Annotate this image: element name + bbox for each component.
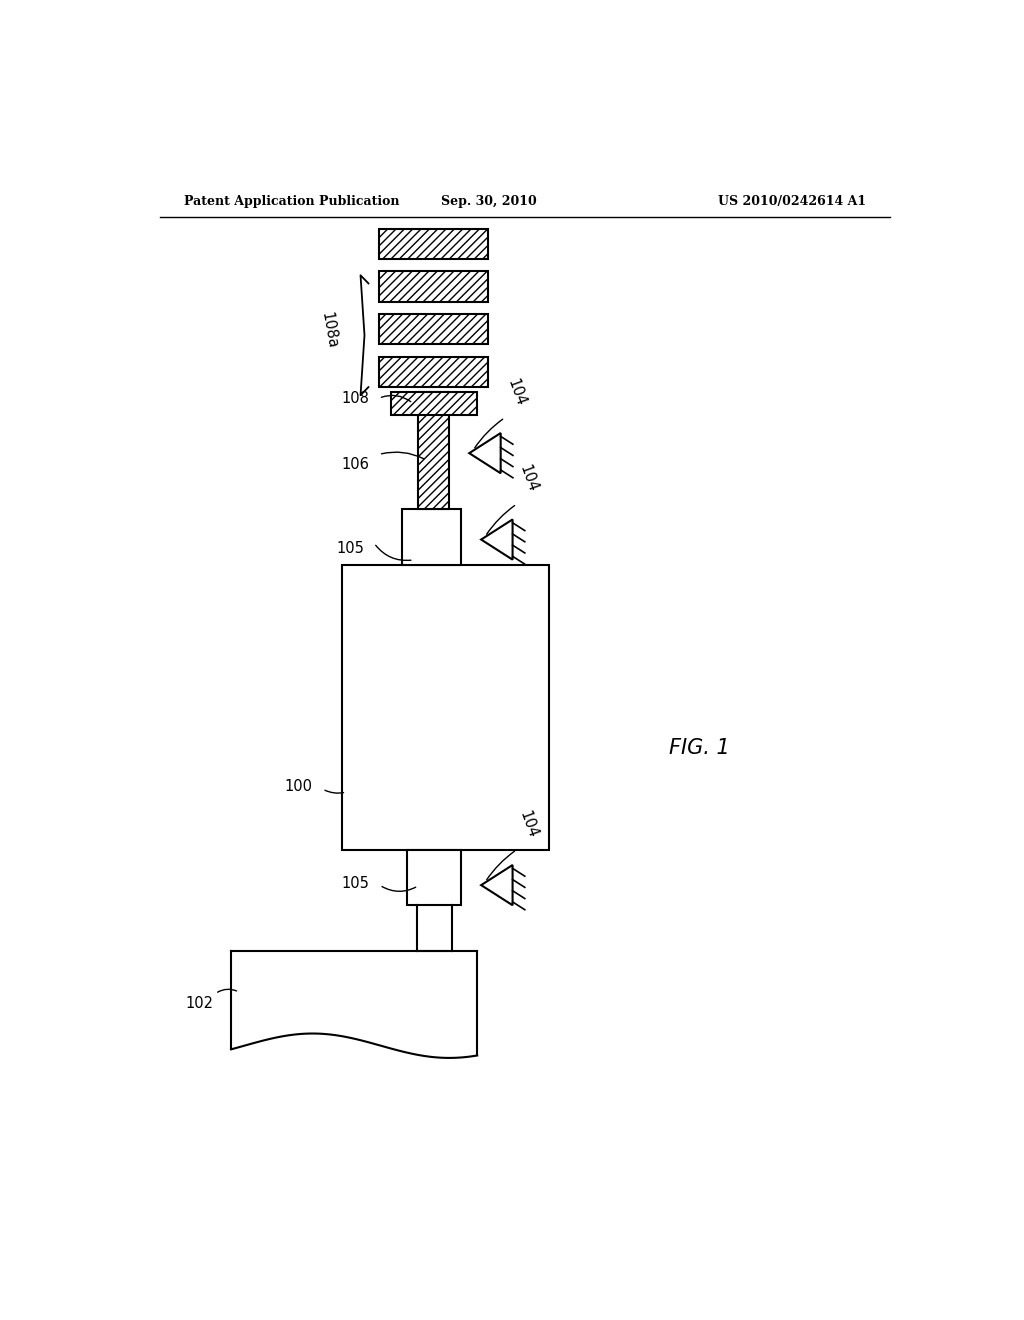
Text: 106: 106 <box>341 457 369 473</box>
Polygon shape <box>481 865 513 906</box>
Text: US 2010/0242614 A1: US 2010/0242614 A1 <box>718 194 866 207</box>
Bar <box>419 392 449 510</box>
Polygon shape <box>481 520 513 560</box>
Bar <box>379 228 488 259</box>
Text: 108a: 108a <box>318 310 339 350</box>
Text: 104: 104 <box>517 808 541 840</box>
Text: Sep. 30, 2010: Sep. 30, 2010 <box>441 194 537 207</box>
Text: FIG. 1: FIG. 1 <box>669 738 730 758</box>
Bar <box>391 392 477 414</box>
Bar <box>342 565 549 850</box>
Text: 102: 102 <box>185 997 213 1011</box>
Bar <box>379 271 488 302</box>
Text: 104: 104 <box>517 463 541 494</box>
Bar <box>408 850 461 906</box>
Bar <box>401 510 461 565</box>
Text: 105: 105 <box>336 541 365 556</box>
Text: 104: 104 <box>505 376 528 408</box>
Text: 108: 108 <box>341 391 369 405</box>
Text: Patent Application Publication: Patent Application Publication <box>183 194 399 207</box>
Bar <box>379 314 488 345</box>
Polygon shape <box>469 433 501 474</box>
Bar <box>379 356 488 387</box>
Text: 100: 100 <box>285 779 312 795</box>
Text: 105: 105 <box>342 875 370 891</box>
